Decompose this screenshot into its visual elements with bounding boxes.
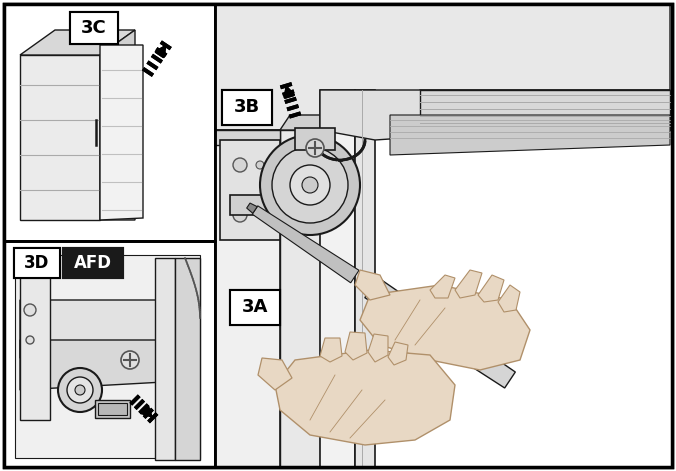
Polygon shape — [215, 130, 280, 467]
Polygon shape — [390, 115, 670, 155]
Polygon shape — [95, 400, 130, 418]
Circle shape — [306, 139, 324, 157]
Text: 3C: 3C — [81, 19, 107, 37]
Bar — [230, 290, 280, 325]
Polygon shape — [430, 275, 455, 298]
Polygon shape — [230, 195, 330, 215]
Circle shape — [233, 208, 247, 222]
Polygon shape — [100, 45, 143, 220]
Polygon shape — [20, 300, 200, 358]
Polygon shape — [420, 90, 670, 130]
Polygon shape — [498, 285, 520, 312]
Text: 3A: 3A — [242, 299, 268, 317]
Text: 3B: 3B — [234, 98, 260, 116]
Polygon shape — [20, 340, 200, 390]
Bar — [4, 4, 215, 241]
Polygon shape — [355, 90, 375, 467]
Circle shape — [256, 161, 264, 169]
Polygon shape — [220, 140, 280, 240]
Polygon shape — [98, 403, 127, 415]
Bar — [70, 12, 118, 44]
Circle shape — [302, 177, 318, 193]
Bar — [215, 4, 672, 467]
Text: 3D: 3D — [24, 254, 50, 272]
Polygon shape — [20, 30, 135, 55]
Polygon shape — [275, 350, 455, 445]
Polygon shape — [320, 90, 355, 467]
Polygon shape — [388, 342, 408, 365]
Polygon shape — [320, 338, 342, 362]
Polygon shape — [20, 55, 100, 220]
Bar — [215, 4, 672, 467]
Circle shape — [24, 304, 36, 316]
Polygon shape — [20, 258, 50, 420]
Polygon shape — [280, 130, 320, 467]
Circle shape — [26, 336, 34, 344]
Text: AFD: AFD — [74, 254, 112, 272]
Polygon shape — [365, 278, 515, 388]
Bar — [4, 241, 215, 467]
Polygon shape — [215, 4, 670, 130]
Polygon shape — [295, 128, 335, 150]
Circle shape — [290, 165, 330, 205]
Text: AFD: AFD — [74, 254, 112, 272]
Circle shape — [233, 158, 247, 172]
Bar — [14, 248, 60, 278]
Text: 3A: 3A — [242, 299, 268, 317]
Polygon shape — [320, 90, 670, 140]
Bar — [4, 241, 215, 467]
Circle shape — [272, 147, 348, 223]
Bar — [63, 248, 123, 278]
Polygon shape — [247, 203, 258, 213]
Bar — [230, 290, 280, 325]
Polygon shape — [360, 285, 530, 370]
Circle shape — [121, 351, 139, 369]
Bar — [222, 90, 272, 125]
Polygon shape — [15, 255, 200, 458]
Bar — [70, 12, 118, 44]
Polygon shape — [280, 115, 330, 130]
Polygon shape — [100, 30, 135, 220]
Polygon shape — [368, 334, 388, 362]
Polygon shape — [215, 130, 280, 145]
Bar — [14, 248, 60, 278]
Bar — [63, 248, 123, 278]
Polygon shape — [252, 206, 359, 283]
Text: 3C: 3C — [81, 19, 107, 37]
Circle shape — [260, 135, 360, 235]
Circle shape — [75, 385, 85, 395]
Polygon shape — [478, 275, 504, 302]
Text: 3B: 3B — [234, 98, 260, 116]
Bar — [222, 90, 272, 125]
Polygon shape — [155, 258, 175, 460]
Circle shape — [58, 368, 102, 412]
Polygon shape — [175, 258, 200, 460]
Polygon shape — [355, 270, 390, 300]
Text: 3D: 3D — [24, 254, 50, 272]
Bar — [4, 4, 215, 241]
Polygon shape — [455, 270, 482, 298]
Polygon shape — [345, 332, 367, 360]
Circle shape — [67, 377, 93, 403]
Polygon shape — [258, 358, 292, 390]
